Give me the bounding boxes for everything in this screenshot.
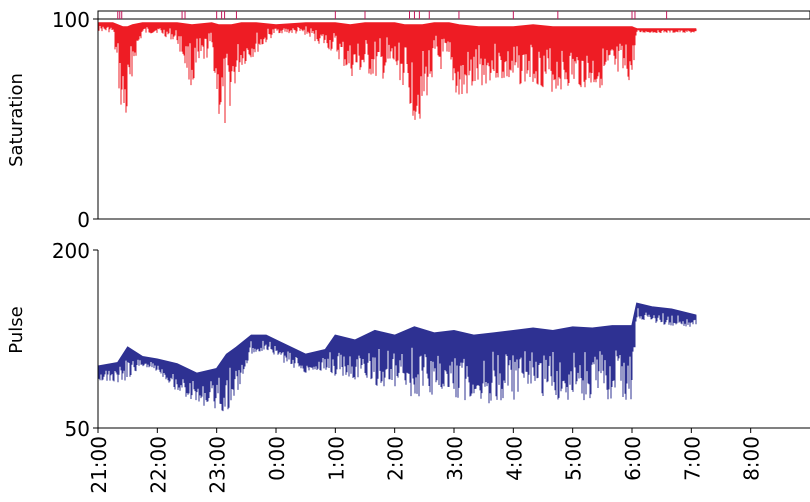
x-tick-label-100: 1:00 bbox=[324, 436, 348, 481]
x-tick-label-300: 3:00 bbox=[443, 436, 467, 481]
sat-data-envelope bbox=[97, 23, 697, 123]
pulse-panel: 200 50 Pulse 21:00 22:00 23:00 0:00 1:00 2:00… bbox=[6, 239, 810, 494]
pulse-axis-label: Pulse bbox=[6, 306, 27, 353]
pulse-data-max-line bbox=[97, 302, 697, 375]
pulse-tick-50: 50 bbox=[65, 417, 90, 441]
event-markers bbox=[117, 11, 668, 19]
x-tick-label-400: 4:00 bbox=[502, 436, 526, 481]
saturation-axis-label: Saturation bbox=[6, 73, 27, 167]
x-tick-label-000: 0:00 bbox=[265, 436, 289, 481]
time-axis-ticks: 21:00 22:00 23:00 0:00 1:00 2:00 3:00 4:00 5:00 6… bbox=[87, 428, 764, 494]
event-strip bbox=[97, 10, 810, 20]
saturation-tick-0: 0 bbox=[77, 208, 90, 232]
pulse-tick-200: 200 bbox=[52, 239, 90, 263]
sat-data-max-line bbox=[98, 22, 697, 30]
x-tick-label-600: 6:00 bbox=[621, 436, 645, 481]
x-tick-label-700: 7:00 bbox=[680, 436, 704, 481]
x-tick-label-2200: 22:00 bbox=[146, 436, 170, 494]
x-tick-label-2300: 23:00 bbox=[206, 436, 230, 494]
pulse-series bbox=[97, 302, 697, 412]
x-tick-label-200: 2:00 bbox=[384, 436, 408, 481]
saturation-tick-100: 100 bbox=[52, 8, 90, 32]
x-tick-label-2100: 21:00 bbox=[87, 436, 111, 494]
saturation-series bbox=[97, 22, 697, 123]
saturation-panel: 100 0 Saturation bbox=[6, 8, 810, 232]
x-tick-label-800: 8:00 bbox=[740, 436, 764, 481]
x-tick-label-500: 5:00 bbox=[562, 436, 586, 481]
pulse-data-envelope bbox=[97, 303, 697, 412]
